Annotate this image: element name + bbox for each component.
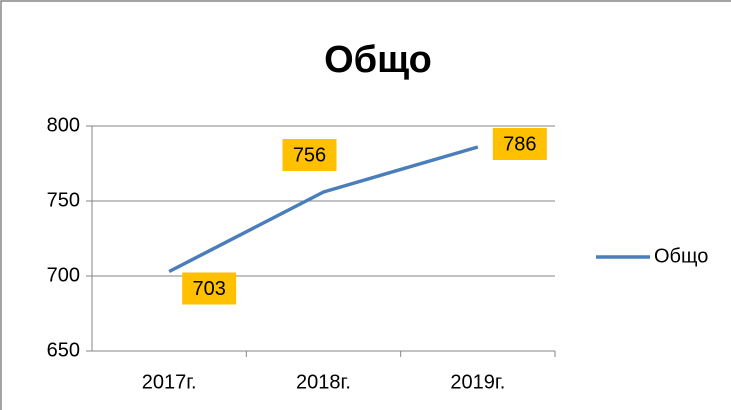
data-label-box [282,139,337,171]
legend-label: Общо [654,245,708,267]
x-tick-label: 2019г. [450,371,505,393]
chart-title: Общо [324,39,432,81]
data-label: 703 [192,278,225,300]
x-tick-label: 2017г. [142,371,197,393]
line-series [168,145,479,274]
data-label: 756 [293,144,326,166]
data-label-box [182,272,237,305]
data-label: 786 [503,133,536,155]
y-tick-label: 700 [47,264,80,286]
x-tick-label: 2018г. [296,371,351,393]
y-tick-label: 800 [47,114,80,136]
y-tick-label: 750 [47,189,80,211]
y-tick-label: 650 [47,339,80,361]
data-label-box [492,128,547,160]
